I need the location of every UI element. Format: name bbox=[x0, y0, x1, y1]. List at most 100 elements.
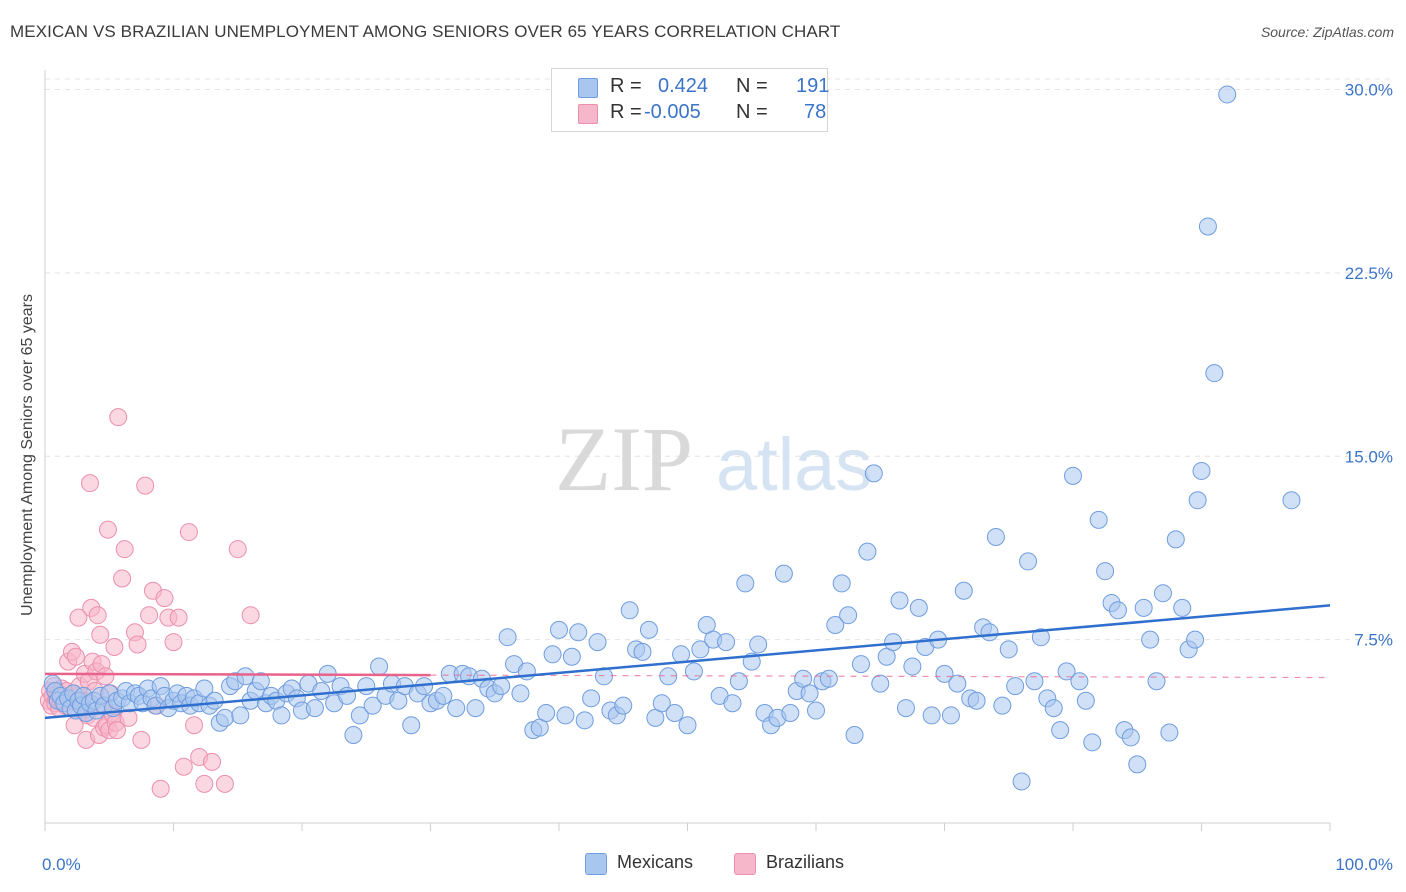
point-mexicans bbox=[967, 691, 986, 710]
legend-r-mexicans: 0.424 bbox=[658, 75, 709, 97]
x-tick-labels: 0.0% 100.0% bbox=[42, 855, 1393, 874]
point-brazilians bbox=[88, 606, 107, 625]
point-mexicans bbox=[672, 645, 691, 664]
point-brazilians bbox=[96, 667, 115, 686]
point-mexicans bbox=[1153, 584, 1172, 603]
point-mexicans bbox=[717, 633, 736, 652]
point-mexicans bbox=[357, 677, 376, 696]
series-brazilians bbox=[39, 408, 260, 798]
point-mexicans bbox=[588, 633, 607, 652]
point-mexicans bbox=[1128, 755, 1147, 774]
point-mexicans bbox=[1205, 364, 1224, 383]
point-mexicans bbox=[890, 591, 909, 610]
point-mexicans bbox=[1012, 772, 1031, 791]
trend-line-mexicans bbox=[44, 604, 1331, 720]
point-mexicans bbox=[498, 628, 517, 647]
point-mexicans bbox=[236, 667, 255, 686]
point-mexicans bbox=[948, 674, 967, 693]
y-tick-label: 15.0% bbox=[1345, 447, 1393, 466]
point-brazilians bbox=[203, 752, 222, 771]
point-mexicans bbox=[774, 564, 793, 583]
point-mexicans bbox=[550, 620, 568, 639]
point-mexicans bbox=[999, 640, 1018, 659]
point-brazilians bbox=[241, 606, 260, 625]
bottom-legend-swatch-mexicans bbox=[585, 853, 607, 875]
point-mexicans bbox=[691, 640, 710, 659]
point-mexicans bbox=[845, 725, 864, 744]
point-mexicans bbox=[402, 716, 421, 735]
point-mexicans bbox=[466, 699, 485, 718]
point-mexicans bbox=[633, 642, 652, 661]
point-mexicans bbox=[851, 655, 870, 674]
point-mexicans bbox=[492, 677, 511, 696]
point-brazilians bbox=[91, 625, 110, 644]
point-mexicans bbox=[569, 623, 588, 642]
point-mexicans bbox=[1121, 728, 1140, 747]
point-mexicans bbox=[1083, 733, 1102, 752]
point-mexicans bbox=[1096, 562, 1115, 581]
y-tick-label: 22.5% bbox=[1345, 264, 1393, 283]
point-mexicans bbox=[614, 696, 633, 715]
point-mexicans bbox=[1031, 628, 1050, 647]
point-mexicans bbox=[993, 696, 1012, 715]
point-mexicans bbox=[344, 725, 363, 744]
chart-title: MEXICAN VS BRAZILIAN UNEMPLOYMENT AMONG … bbox=[10, 22, 841, 41]
point-brazilians bbox=[113, 569, 132, 588]
gridlines bbox=[45, 78, 1393, 641]
point-mexicans bbox=[1025, 672, 1044, 691]
bottom-legend-label-brazilians: Brazilians bbox=[766, 852, 845, 872]
point-mexicans bbox=[639, 620, 658, 639]
point-brazilians bbox=[151, 779, 170, 798]
point-mexicans bbox=[678, 716, 697, 735]
point-mexicans bbox=[1160, 723, 1179, 742]
point-mexicans bbox=[537, 703, 556, 722]
point-mexicans bbox=[858, 542, 877, 561]
point-mexicans bbox=[819, 669, 838, 688]
point-mexicans bbox=[1134, 598, 1153, 617]
point-brazilians bbox=[195, 774, 214, 793]
point-mexicans bbox=[1044, 699, 1063, 718]
watermark: ZIP atlas bbox=[555, 408, 872, 510]
point-mexicans bbox=[1006, 677, 1025, 696]
point-mexicans bbox=[350, 706, 369, 725]
point-mexicans bbox=[575, 711, 594, 730]
point-mexicans bbox=[231, 706, 250, 725]
point-mexicans bbox=[1089, 510, 1108, 529]
legend-n-mexicans: 191 bbox=[796, 75, 830, 97]
point-mexicans bbox=[1218, 85, 1237, 104]
point-mexicans bbox=[1057, 662, 1076, 681]
point-mexicans bbox=[1173, 598, 1192, 617]
point-mexicans bbox=[800, 684, 819, 703]
point-mexicans bbox=[1064, 466, 1082, 485]
point-mexicans bbox=[736, 574, 755, 593]
point-brazilians bbox=[115, 540, 134, 559]
point-brazilians bbox=[136, 476, 155, 495]
point-mexicans bbox=[871, 674, 890, 693]
legend-r-label: R = bbox=[610, 101, 642, 123]
point-mexicans bbox=[665, 703, 684, 722]
point-mexicans bbox=[305, 699, 324, 718]
point-mexicans bbox=[1166, 530, 1185, 549]
point-brazilians bbox=[169, 608, 188, 627]
point-brazilians bbox=[80, 474, 99, 493]
point-mexicans bbox=[205, 691, 224, 710]
point-mexicans bbox=[312, 681, 331, 700]
trend-line-brazilians-extension bbox=[430, 674, 1331, 679]
point-mexicans bbox=[434, 686, 453, 705]
point-mexicans bbox=[864, 464, 883, 483]
point-mexicans bbox=[272, 706, 291, 725]
point-mexicans bbox=[1186, 630, 1205, 649]
legend-n-label: N = bbox=[736, 75, 768, 97]
legend-n-label: N = bbox=[736, 101, 768, 123]
point-mexicans bbox=[556, 706, 575, 725]
point-mexicans bbox=[1070, 672, 1089, 691]
trend-lines bbox=[44, 604, 1331, 720]
point-brazilians bbox=[215, 774, 234, 793]
point-mexicans bbox=[447, 699, 466, 718]
point-brazilians bbox=[109, 408, 128, 427]
correlation-legend: R = 0.424 N = 191 R = -0.005 N = 78 bbox=[551, 68, 830, 132]
point-mexicans bbox=[1108, 601, 1127, 620]
point-brazilians bbox=[107, 721, 126, 740]
point-mexicans bbox=[1051, 721, 1070, 740]
